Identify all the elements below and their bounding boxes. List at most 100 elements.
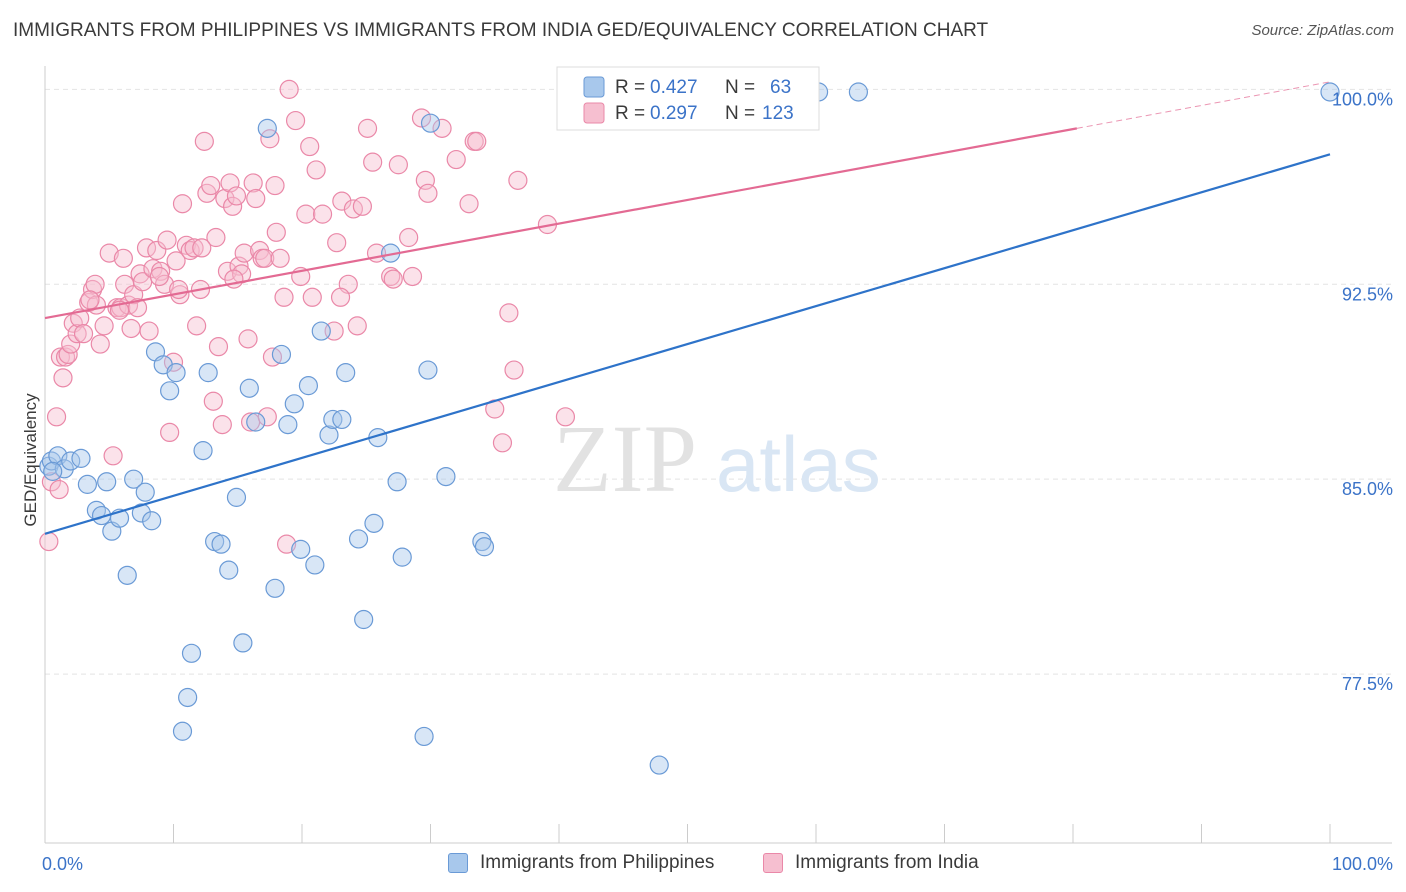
legend-series: Immigrants from Philippines Immigrants f… [0, 852, 1406, 878]
india-point-104 [459, 194, 479, 214]
philippines-point-31 [239, 378, 259, 398]
y-tick-labels: 77.5% 85.0% 92.5% 100.0% [1332, 89, 1393, 694]
philippines-point-53 [414, 726, 434, 747]
philippines-point-48 [364, 513, 384, 533]
india-point-110 [504, 360, 524, 380]
india-point-2 [46, 407, 67, 427]
philippines-point-62 [1320, 82, 1340, 102]
legend-label-india: Immigrants from India [795, 852, 979, 873]
philippines-point-22 [178, 687, 198, 708]
india-point-113 [555, 407, 576, 427]
india-point-114 [80, 290, 100, 310]
india-point-97 [399, 227, 419, 248]
india-point-101 [418, 183, 438, 203]
india-point-37 [160, 422, 180, 443]
india-trendline [44, 127, 1078, 320]
india-point-78 [285, 110, 306, 131]
philippines-point-14 [131, 503, 151, 523]
philippines-point-45 [336, 363, 356, 383]
india-point-103 [446, 149, 466, 170]
legend-item-philippines[interactable]: Immigrants from Philippines [448, 852, 714, 874]
india-point-1 [41, 472, 62, 492]
india-point-9 [63, 313, 83, 333]
india-point-117 [169, 279, 189, 300]
india-point-64 [243, 173, 263, 193]
trendlines [44, 81, 1331, 535]
x-tick-label-0: 0.0% [42, 854, 83, 874]
india-point-90 [347, 316, 367, 336]
philippines-point-58 [474, 537, 495, 557]
legend-swatch-philippines-bottom [448, 853, 468, 873]
philippines-point-54 [418, 360, 438, 380]
y-tick-label-3: 100.0% [1332, 89, 1393, 109]
india-point-45 [187, 316, 207, 336]
india-point-52 [208, 337, 229, 357]
india-point-86 [327, 233, 347, 253]
india-point-122 [383, 269, 403, 289]
india-point-108 [492, 433, 513, 453]
india-point-0 [39, 531, 59, 552]
philippines-point-21 [181, 643, 202, 663]
india-point-84 [312, 204, 333, 224]
india-point-72 [265, 175, 285, 196]
philippines-point-15 [135, 482, 155, 502]
x-tick-labels: 0.0% 100.0% [42, 854, 1393, 874]
india-point-17 [90, 334, 110, 354]
india-point-62 [238, 329, 258, 349]
india-point-44 [184, 238, 204, 258]
philippines-point-61 [848, 82, 869, 102]
y-axis-label: GED/Equivalency [21, 393, 40, 527]
india-point-102 [432, 118, 452, 138]
philippines-point-32 [246, 412, 266, 432]
legend-r-label-india: R = [615, 103, 645, 124]
india-point-95 [381, 266, 401, 287]
india-point-12 [73, 324, 94, 344]
philippines-point-51 [387, 472, 407, 492]
india-point-65 [246, 188, 266, 209]
chart-title: IMMIGRANTS FROM PHILIPPINES VS IMMIGRANT… [13, 20, 989, 41]
x-tick-label-1: 100.0% [1332, 854, 1393, 874]
india-point-69 [257, 407, 277, 427]
legend-swatch-india [583, 102, 605, 124]
philippines-point-9 [97, 472, 117, 492]
india-point-33 [147, 240, 167, 261]
philippines-point-42 [319, 425, 339, 445]
india-point-99 [411, 108, 432, 128]
india-point-109 [499, 303, 519, 323]
india-point-50 [203, 391, 223, 411]
legend-label-philippines: Immigrants from Philippines [480, 852, 715, 873]
india-point-4 [50, 347, 71, 367]
india-point-10 [67, 324, 87, 344]
india-point-54 [215, 188, 235, 209]
india-point-98 [402, 266, 423, 287]
philippines-point-39 [298, 376, 319, 396]
legend-item-india[interactable]: Immigrants from India [763, 852, 979, 874]
philippines-point-20 [166, 363, 186, 383]
y-tick-label-1: 85.0% [1342, 479, 1393, 499]
india-point-32 [143, 259, 163, 279]
philippines-point-63 [43, 461, 63, 481]
india-point-19 [99, 243, 119, 263]
india-point-111 [508, 170, 528, 190]
philippines-point-6 [77, 474, 98, 494]
philippines-point-16 [142, 511, 162, 531]
india-point-121 [330, 287, 351, 307]
philippines-point-5 [71, 448, 91, 468]
india-point-80 [296, 204, 316, 224]
legend-n-label-india: N = [725, 103, 755, 124]
india-point-76 [276, 534, 297, 554]
india-point-106 [467, 131, 487, 151]
india-point-25 [121, 318, 141, 339]
philippines-point-57 [472, 531, 492, 552]
philippines-point-56 [436, 466, 456, 487]
legend-r-value-india: 0.297 [650, 103, 698, 124]
philippines-point-12 [117, 565, 137, 585]
india-point-81 [300, 136, 320, 157]
india-point-87 [332, 191, 352, 211]
india-point-53 [212, 415, 232, 435]
legend-n-value-philippines: 63 [770, 77, 791, 98]
india-point-31 [139, 321, 159, 341]
india-point-36 [157, 230, 177, 250]
india-point-49 [201, 175, 221, 196]
